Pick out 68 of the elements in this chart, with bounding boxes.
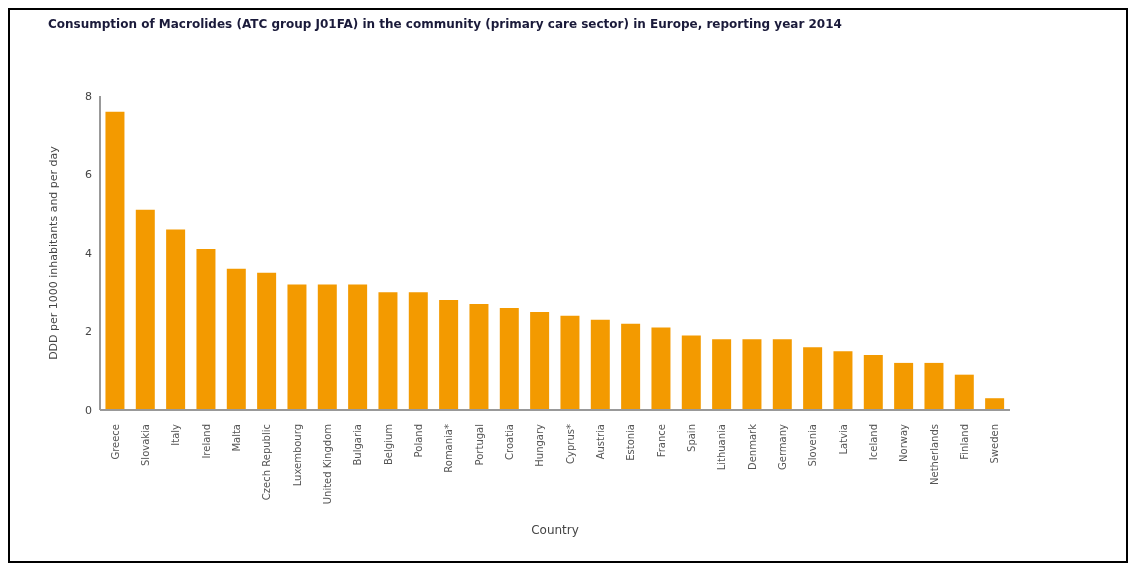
bar [772, 339, 792, 410]
x-tick-label: Croatia [504, 424, 515, 460]
x-tick-label: Malta [231, 424, 242, 452]
bar [712, 339, 732, 410]
bar [924, 362, 944, 410]
bar [469, 304, 489, 410]
x-tick-label: Italy [170, 423, 182, 446]
x-tick-label: Bulgaria [352, 424, 364, 466]
bar [530, 311, 550, 410]
x-tick-label: Lithuania [716, 424, 728, 471]
y-tick-label: 0 [85, 403, 92, 417]
x-tick-label: Cyprus* [564, 424, 576, 464]
x-tick-label: Luxembourg [291, 424, 303, 487]
x-tick-label: Denmark [746, 423, 758, 470]
x-axis-title: Country [531, 523, 579, 537]
x-tick-label: Poland [413, 424, 424, 458]
x-tick-label: Germany [777, 423, 788, 470]
bar [499, 307, 519, 410]
x-tick-label: Finland [959, 424, 970, 460]
bar [105, 111, 125, 410]
bar [196, 249, 216, 410]
bar [863, 355, 883, 410]
y-tick-label: 6 [85, 168, 92, 182]
x-tick-label: Czech Republic [261, 424, 273, 501]
x-tick-label: Ireland [200, 424, 212, 459]
y-tick-label: 8 [85, 89, 92, 103]
bar [590, 319, 610, 410]
y-tick-label: 4 [85, 246, 92, 260]
bar [408, 292, 428, 410]
x-tick-label: Slovenia [807, 424, 819, 467]
bar [348, 284, 368, 410]
bar [833, 351, 853, 410]
bar [651, 327, 671, 410]
y-axis-title: DDD per 1000 inhabitants and per day [46, 145, 60, 360]
x-tick-label: Belgium [382, 424, 394, 465]
x-tick-label: Sweden [989, 424, 1001, 464]
x-tick-label: France [655, 424, 667, 458]
x-tick-label: Romania* [443, 424, 455, 473]
bar [621, 323, 641, 410]
x-tick-label: Spain [686, 424, 697, 452]
x-tick-label: Netherlands [928, 424, 940, 485]
x-tick-label: Iceland [868, 424, 879, 461]
x-tick-label: Latvia [837, 424, 849, 455]
bar [954, 374, 974, 410]
bar [378, 292, 398, 410]
bar [803, 347, 823, 410]
bar [742, 339, 762, 410]
bar [317, 284, 337, 410]
chart-title: Consumption of Macrolides (ATC group J01FA) in the community (primary care sector) in Europe, reporting year 2014 [48, 17, 843, 31]
x-tick-label: Slovakia [140, 424, 151, 466]
bar [287, 284, 307, 410]
bar [894, 362, 914, 410]
x-tick-label: Norway [898, 423, 910, 462]
x-tick-label: Austria [595, 424, 606, 460]
bar [560, 315, 580, 410]
y-tick-label: 2 [85, 325, 92, 339]
bar [257, 272, 277, 410]
bar [985, 398, 1005, 410]
x-tick-label: United Kingdom [322, 424, 333, 505]
x-tick-label: Estonia [625, 424, 637, 461]
x-tick-label: Portugal [473, 424, 485, 466]
x-tick-label: Hungary [534, 423, 546, 467]
bar [135, 209, 155, 410]
bar [166, 229, 186, 410]
x-tick-label: Greece [109, 424, 121, 460]
bar [681, 335, 701, 410]
bar [439, 300, 459, 410]
bar [226, 268, 246, 410]
